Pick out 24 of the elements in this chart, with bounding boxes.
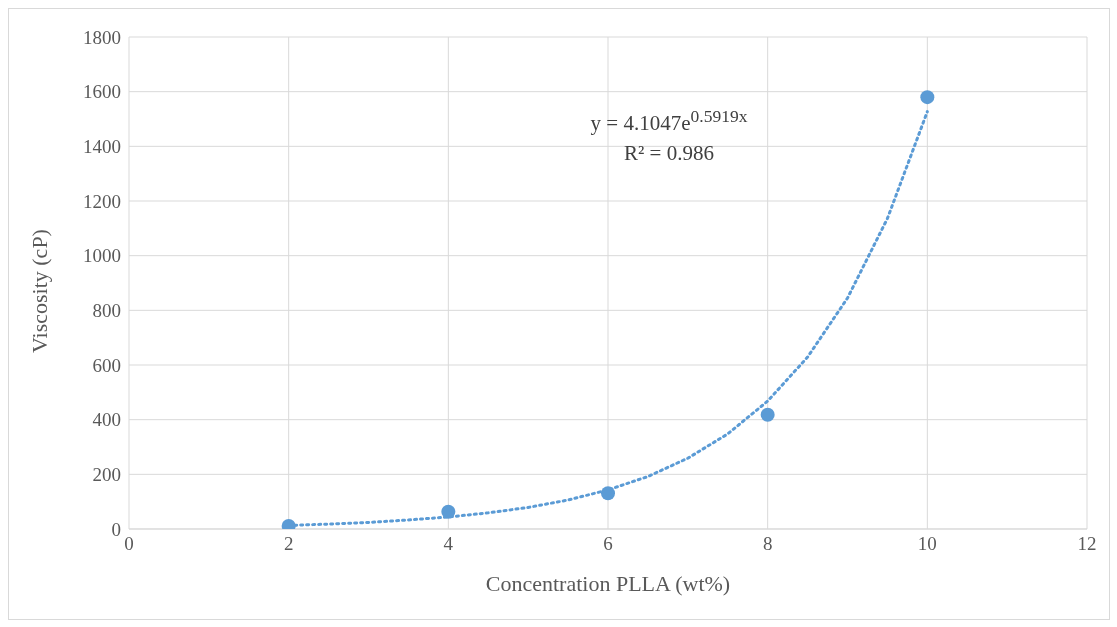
annotation: y = 4.1047e$^{0.5919x}$ — [589, 105, 749, 137]
y-tick-label: 1600 — [83, 81, 121, 103]
y-tick-label: 400 — [92, 409, 121, 431]
y-tick-label: 1400 — [83, 136, 121, 158]
point — [760, 407, 775, 422]
point — [441, 504, 456, 519]
y-tick-label: 1200 — [83, 190, 121, 212]
y-tick-label: 200 — [92, 464, 121, 486]
x-tick-label: 10 — [917, 533, 937, 555]
y-tick-label: 1000 — [83, 245, 121, 267]
annotation: R² = 0.986 — [623, 140, 715, 167]
x-tick-label: 6 — [603, 533, 613, 555]
y-tick-label: 800 — [92, 300, 121, 322]
x-axis-title: Concentration PLLA (wt%) — [485, 571, 731, 596]
x-tick-label: 12 — [1077, 533, 1097, 555]
x-tick-label: 8 — [762, 533, 773, 555]
y-tick-label: 600 — [92, 354, 121, 376]
point — [601, 486, 615, 501]
y-tick-label: 1800 — [83, 26, 121, 48]
x-tick-label: 4 — [443, 533, 454, 555]
point — [920, 90, 935, 105]
x-tick-label: 2 — [283, 533, 294, 555]
y-tick-label: 0 — [111, 518, 121, 540]
y-axis-title: Viscosity (cP) — [26, 229, 52, 353]
